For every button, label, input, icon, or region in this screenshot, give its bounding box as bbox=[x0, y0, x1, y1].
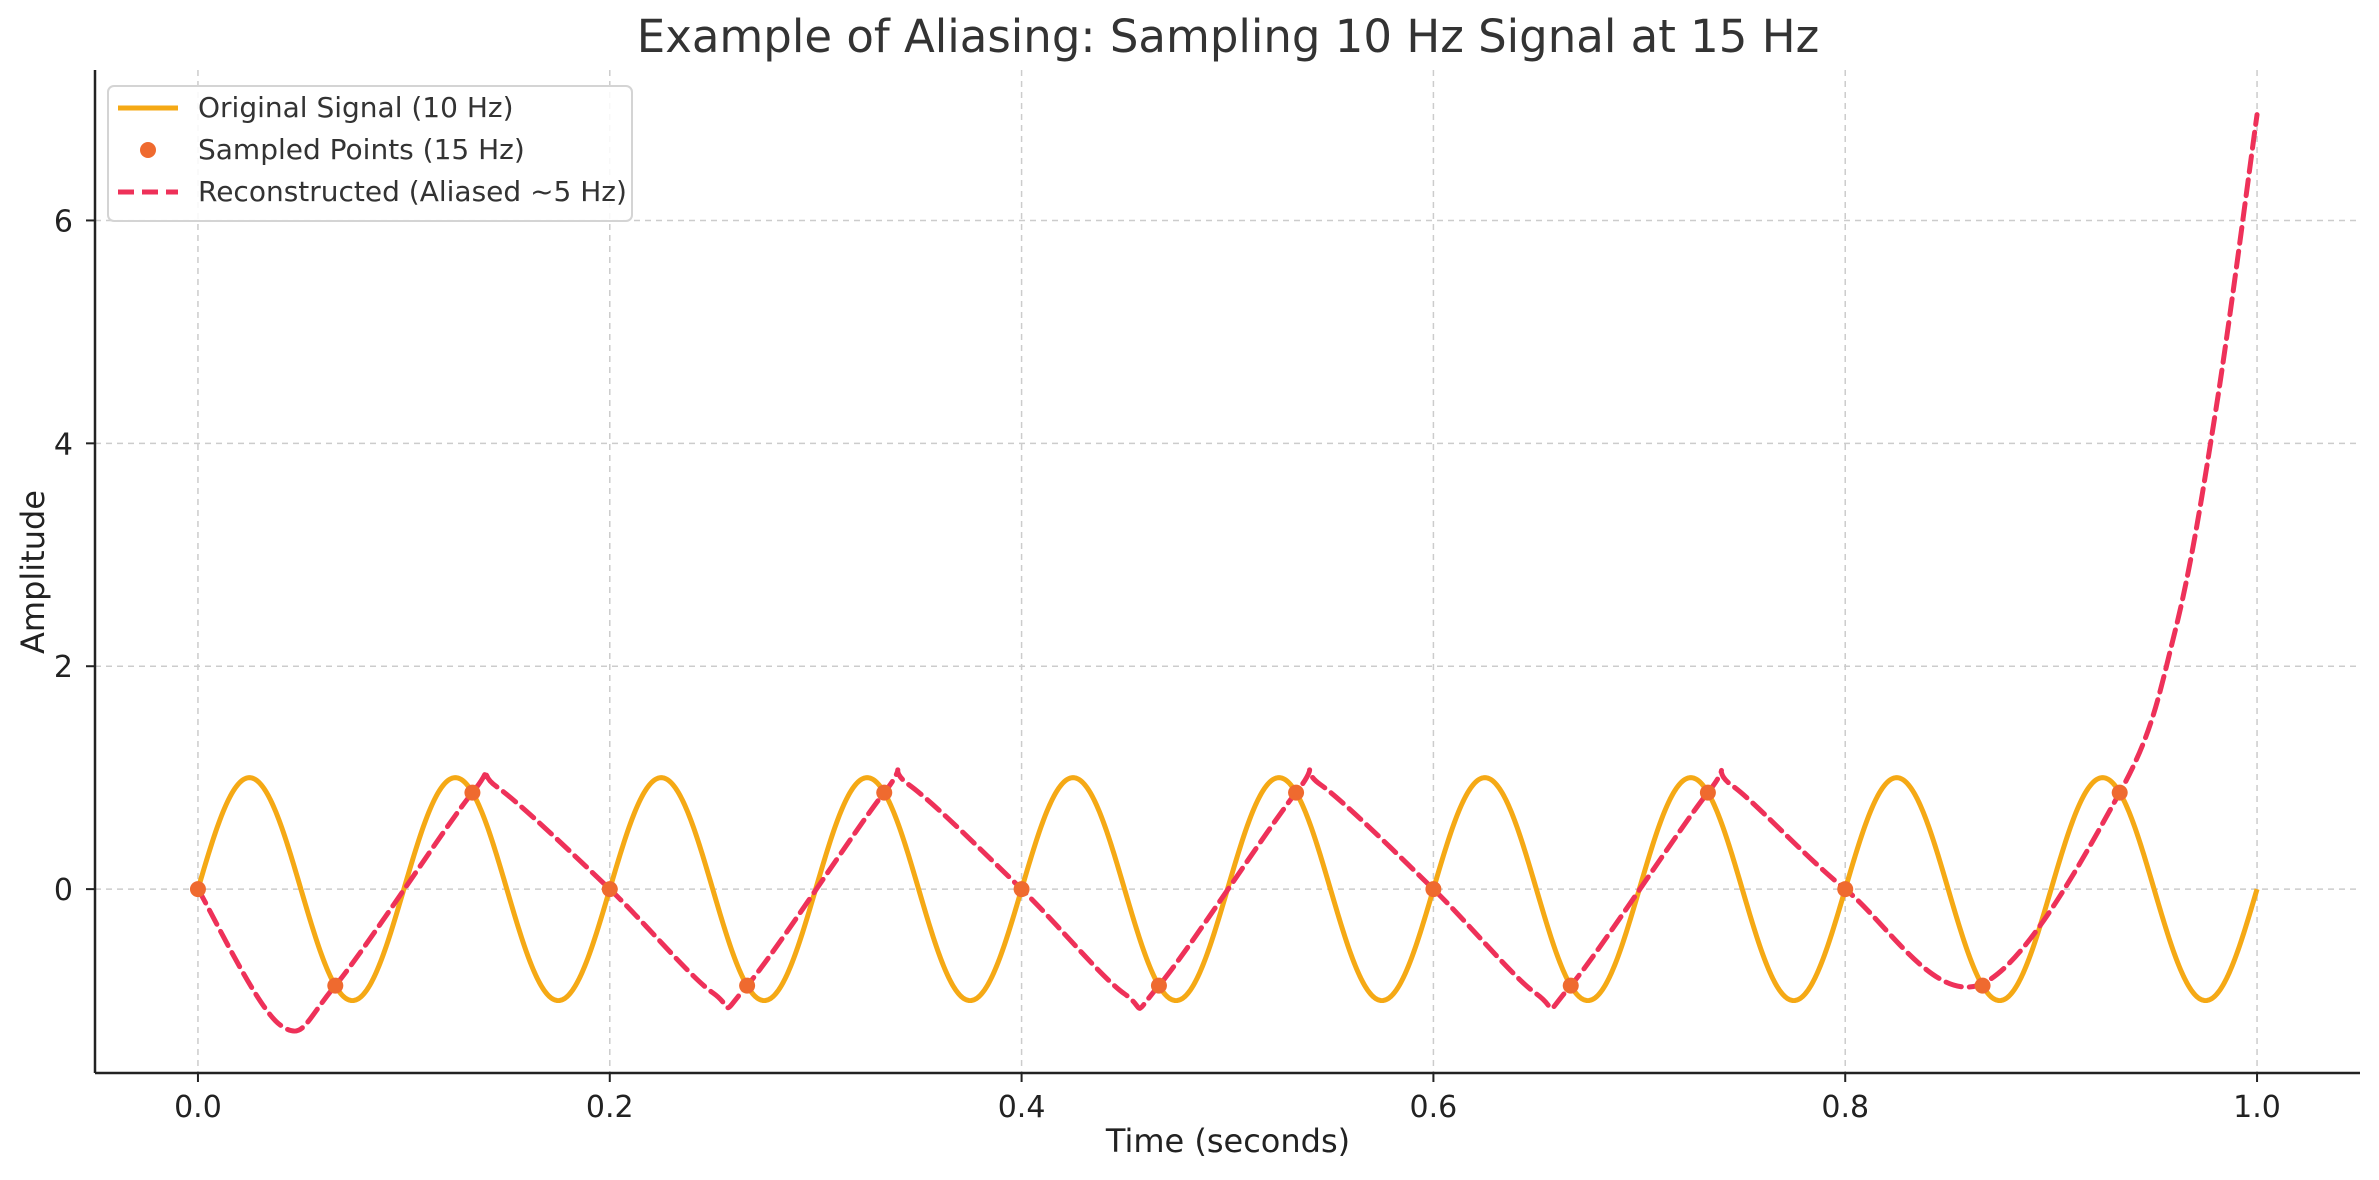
legend: Original Signal (10 Hz) Sampled Points (… bbox=[107, 85, 633, 222]
sampled-point bbox=[1699, 784, 1716, 801]
sampled-point bbox=[601, 881, 618, 898]
legend-box bbox=[107, 85, 633, 222]
x-axis-label: Time (seconds) bbox=[1105, 1122, 1350, 1160]
sampled-point bbox=[2111, 784, 2128, 801]
x-tick-label: 0.0 bbox=[174, 1090, 222, 1125]
sampled-point bbox=[876, 784, 893, 801]
series bbox=[189, 112, 2260, 1034]
y-tick-label: 6 bbox=[54, 204, 73, 239]
sampled-point bbox=[327, 977, 344, 994]
sampled-point bbox=[739, 977, 756, 994]
x-tick-label: 0.4 bbox=[998, 1090, 1046, 1125]
axes bbox=[93, 70, 2360, 1075]
y-tick-label: 4 bbox=[54, 427, 73, 462]
legend-swatch-sampled bbox=[140, 142, 156, 158]
y-axis-label: Amplitude bbox=[14, 490, 52, 654]
legend-label-sampled: Sampled Points (15 Hz) bbox=[198, 133, 525, 166]
sampled-point bbox=[1013, 881, 1030, 898]
sampled-point bbox=[1425, 881, 1442, 898]
y-ticks: 0 2 4 6 bbox=[54, 204, 95, 908]
legend-label-reconstructed: Reconstructed (Aliased ~5 Hz) bbox=[198, 175, 627, 208]
sampled-point bbox=[1150, 977, 1167, 994]
legend-label-original: Original Signal (10 Hz) bbox=[198, 91, 514, 124]
sampled-point bbox=[1837, 881, 1854, 898]
sampled-point bbox=[464, 784, 481, 801]
sampled-point bbox=[189, 881, 206, 898]
sampled-point bbox=[1562, 977, 1579, 994]
x-tick-label: 0.2 bbox=[586, 1090, 634, 1125]
x-tick-label: 1.0 bbox=[2233, 1090, 2281, 1125]
chart-title: Example of Aliasing: Sampling 10 Hz Sign… bbox=[637, 10, 1819, 63]
y-tick-label: 0 bbox=[54, 873, 73, 908]
sampled-point bbox=[1974, 977, 1991, 994]
sampled-point bbox=[1288, 784, 1305, 801]
x-tick-label: 0.8 bbox=[1821, 1090, 1869, 1125]
x-ticks: 0.0 0.2 0.4 0.6 0.8 1.0 bbox=[174, 1073, 2281, 1125]
x-tick-label: 0.6 bbox=[1410, 1090, 1458, 1125]
y-tick-label: 2 bbox=[54, 650, 73, 685]
